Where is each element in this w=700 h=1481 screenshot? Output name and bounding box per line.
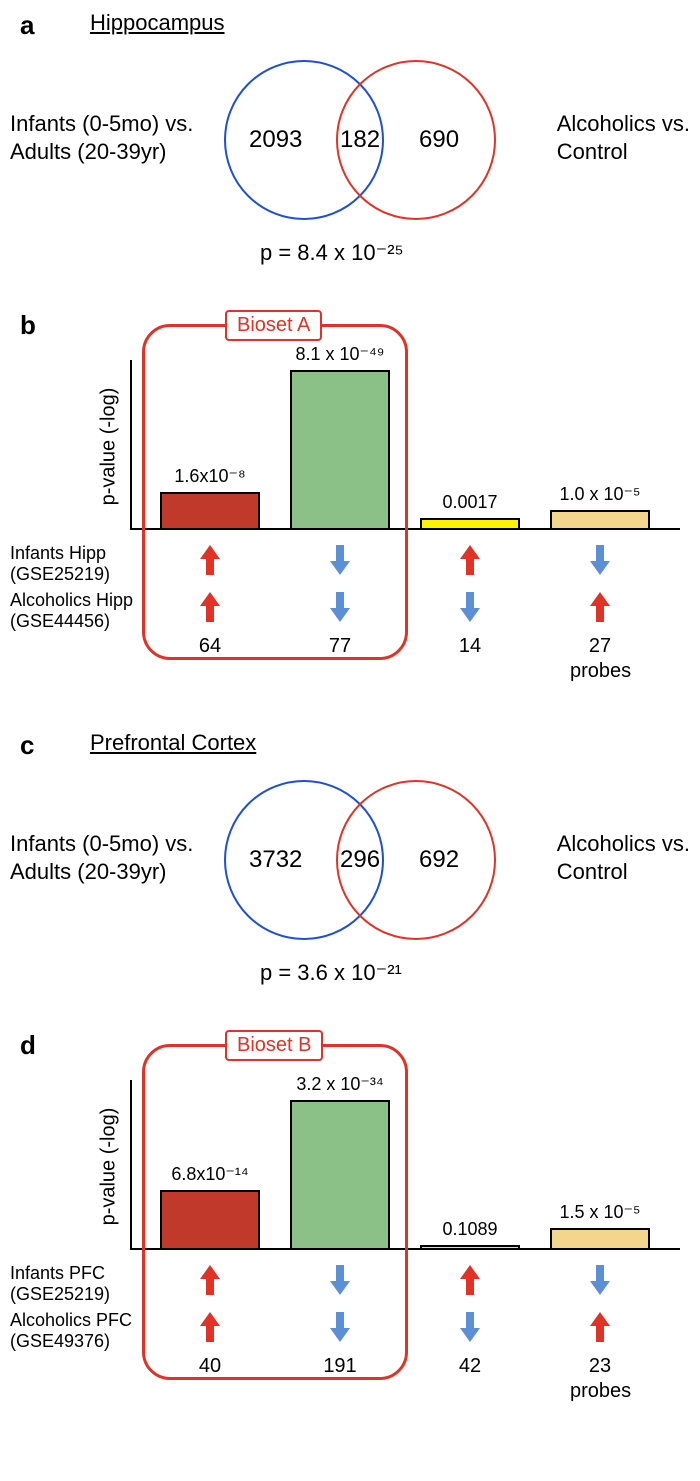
venn-left-count: 2093 xyxy=(249,126,302,154)
venn-a-pvalue: p = 8.4 x 10⁻²⁵ xyxy=(260,240,404,266)
panel-d-label: d xyxy=(20,1030,36,1061)
arrow-top-2 xyxy=(458,543,482,577)
venn-a-right-line1: Alcoholics vs. xyxy=(557,111,690,136)
bar-3 xyxy=(550,1228,650,1250)
venn-c-left-line1: Infants (0-5mo) vs. xyxy=(10,831,193,856)
bar-value-2: 0.1089 xyxy=(405,1219,535,1240)
bioset-label: Bioset A xyxy=(225,310,322,341)
panel-a-title: Hippocampus xyxy=(90,10,225,36)
panel-a: a Hippocampus Infants (0-5mo) vs. Adults… xyxy=(10,10,690,310)
bioset-label: Bioset B xyxy=(225,1030,323,1061)
venn-c-left-line2: Adults (20-39yr) xyxy=(10,859,167,884)
bar-3 xyxy=(550,510,650,530)
probe-count-3: 27 xyxy=(573,635,627,658)
venn-left-count: 3732 xyxy=(249,846,302,874)
probe-count-3: 23 xyxy=(573,1355,627,1378)
venn-c-right-line2: Control xyxy=(557,859,628,884)
arrow-bottom-2 xyxy=(458,590,482,624)
bar-value-3: 1.5 x 10⁻⁵ xyxy=(535,1202,665,1223)
arrow-top-3 xyxy=(588,543,612,577)
panel-c-label: c xyxy=(20,730,34,761)
venn-a-left-line2: Adults (20-39yr) xyxy=(10,139,167,164)
panel-c: c Prefrontal Cortex Infants (0-5mo) vs. … xyxy=(10,730,690,1030)
bar-2 xyxy=(420,518,520,530)
y-axis-label: p-value (-log) xyxy=(97,388,120,506)
y-axis xyxy=(130,1080,132,1250)
bar-value-3: 1.0 x 10⁻⁵ xyxy=(535,484,665,505)
panel-b: b 1.6x10⁻⁸8.1 x 10⁻⁴⁹0.00171.0 x 10⁻⁵p-v… xyxy=(10,310,690,710)
y-axis xyxy=(130,360,132,530)
venn-overlap-count: 296 xyxy=(340,846,380,874)
bioset-box xyxy=(142,324,408,660)
venn-a-diagram: 2093 182 690 xyxy=(210,50,510,250)
row1-label: Infants PFC(GSE25219) xyxy=(10,1263,110,1304)
probes-word: probes xyxy=(570,1380,631,1403)
probe-count-2: 14 xyxy=(443,635,497,658)
venn-c-pvalue: p = 3.6 x 10⁻²¹ xyxy=(260,960,402,986)
arrow-bottom-2 xyxy=(458,1310,482,1344)
bar-2 xyxy=(420,1245,520,1250)
bioset-box xyxy=(142,1044,408,1380)
arrow-bottom-3 xyxy=(588,1310,612,1344)
panel-c-title: Prefrontal Cortex xyxy=(90,730,256,756)
venn-right-count: 690 xyxy=(419,126,459,154)
panel-b-label: b xyxy=(20,310,36,341)
row1-label: Infants Hipp(GSE25219) xyxy=(10,543,110,584)
venn-right-count: 692 xyxy=(419,846,459,874)
probes-word: probes xyxy=(570,660,631,683)
bar-value-2: 0.0017 xyxy=(405,492,535,513)
arrow-top-3 xyxy=(588,1263,612,1297)
venn-overlap-count: 182 xyxy=(340,126,380,154)
venn-a-left-label: Infants (0-5mo) vs. Adults (20-39yr) xyxy=(10,110,193,165)
venn-a-left-line1: Infants (0-5mo) vs. xyxy=(10,111,193,136)
venn-c-right-line1: Alcoholics vs. xyxy=(557,831,690,856)
venn-c-right-label: Alcoholics vs. Control xyxy=(557,830,690,885)
row2-label: Alcoholics Hipp(GSE44456) xyxy=(10,590,133,631)
venn-c-left-label: Infants (0-5mo) vs. Adults (20-39yr) xyxy=(10,830,193,885)
row2-label: Alcoholics PFC(GSE49376) xyxy=(10,1310,132,1351)
arrow-top-2 xyxy=(458,1263,482,1297)
venn-a-right-label: Alcoholics vs. Control xyxy=(557,110,690,165)
y-axis-label: p-value (-log) xyxy=(97,1108,120,1226)
probe-count-2: 42 xyxy=(443,1355,497,1378)
venn-a-right-line2: Control xyxy=(557,139,628,164)
arrow-bottom-3 xyxy=(588,590,612,624)
venn-c-diagram: 3732 296 692 xyxy=(210,770,510,970)
panel-d: d 6.8x10⁻¹⁴3.2 x 10⁻³⁴0.10891.5 x 10⁻⁵p-… xyxy=(10,1030,690,1430)
panel-a-label: a xyxy=(20,10,34,41)
